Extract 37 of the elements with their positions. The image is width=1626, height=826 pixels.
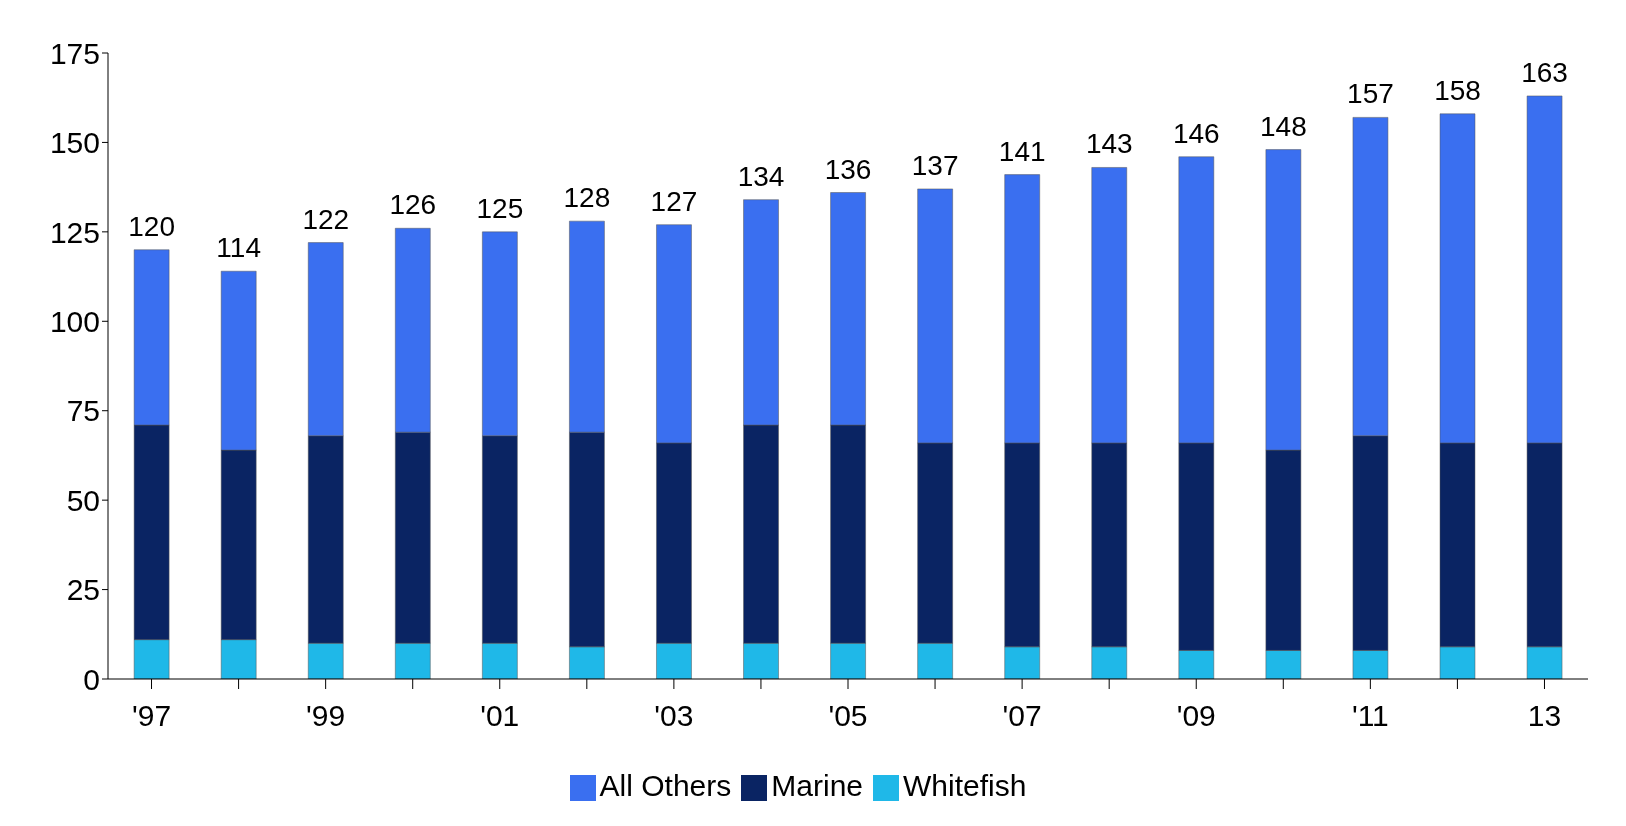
- total-label: 126: [389, 189, 437, 221]
- total-label: 127: [650, 185, 698, 217]
- y-tick-label: 0: [83, 662, 100, 696]
- y-tick-label: 75: [66, 394, 100, 428]
- y-tick-label: 50: [66, 483, 100, 517]
- total-label: 128: [563, 182, 611, 214]
- total-label: 163: [1521, 56, 1568, 88]
- legend-label: Whitefish: [903, 769, 1027, 802]
- x-tick-label: '05: [828, 699, 868, 733]
- y-tick-label: 175: [49, 36, 100, 70]
- total-label: 157: [1347, 78, 1394, 110]
- x-tick-label: '07: [1002, 699, 1042, 733]
- total-label: 148: [1260, 110, 1307, 142]
- x-tick-label: 13: [1527, 699, 1562, 733]
- total-label: 120: [128, 210, 175, 242]
- y-tick-label: 150: [49, 126, 100, 160]
- total-label: 158: [1434, 74, 1481, 106]
- x-tick-label: '11: [1351, 699, 1389, 733]
- x-tick-label: '01: [480, 699, 520, 733]
- total-label: 136: [824, 153, 872, 185]
- y-tick-label: 25: [66, 573, 100, 607]
- total-label: 114: [216, 232, 261, 264]
- total-label: 125: [476, 192, 524, 224]
- total-label: 141: [998, 135, 1046, 167]
- legend-label: Marine: [771, 769, 864, 802]
- total-label: 137: [911, 149, 959, 181]
- total-label: 143: [1085, 128, 1133, 160]
- y-tick-label: 100: [49, 304, 100, 338]
- legend-label: All Others: [599, 769, 732, 802]
- x-tick-label: '99: [306, 699, 346, 733]
- x-tick-label: '09: [1176, 699, 1216, 733]
- total-label: 134: [737, 160, 785, 192]
- x-tick-label: '03: [654, 699, 694, 733]
- x-tick-label: '97: [131, 699, 172, 733]
- y-tick-label: 125: [49, 215, 100, 249]
- total-label: 146: [1172, 117, 1220, 149]
- total-label: 122: [302, 203, 350, 235]
